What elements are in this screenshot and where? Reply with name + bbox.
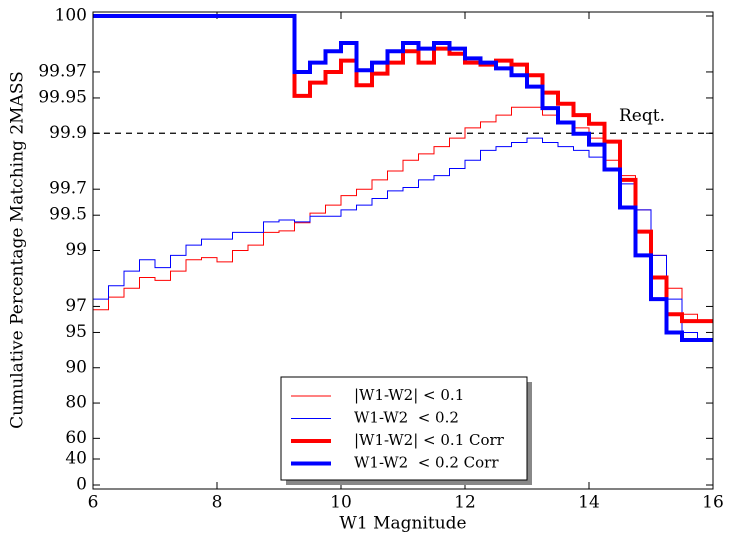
y-tick-label: 99.5 — [49, 205, 87, 225]
reference-label: Reqt. — [619, 106, 665, 126]
plot-frame — [92, 11, 714, 490]
x-axis-label: W1 Magnitude — [339, 514, 466, 534]
y-tick-label: 0 — [76, 475, 87, 495]
y-tick-label: 99.97 — [38, 61, 87, 81]
y-tick-label: 99.9 — [49, 123, 87, 143]
legend-label: W1-W2 < 0.2 — [354, 409, 459, 427]
x-tick-label: 6 — [88, 493, 99, 513]
y-tick-label: 100 — [55, 6, 87, 26]
y-tick-label: 99 — [65, 240, 87, 260]
legend-label: |W1-W2| < 0.1 — [354, 386, 464, 404]
y-tick-label: 97 — [65, 296, 87, 316]
y-tick-label: 90 — [65, 357, 87, 377]
y-axis-label: Cumulative Percentage Matching 2MASS — [8, 71, 28, 429]
y-tick-label: 80 — [65, 393, 87, 413]
y-tick-label: 99.95 — [38, 87, 87, 107]
y-tick-label: 99.7 — [49, 179, 87, 199]
x-tick-label: 10 — [330, 493, 352, 513]
x-tick-label: 8 — [212, 493, 223, 513]
legend-label: W1-W2 < 0.2 Corr — [354, 454, 499, 472]
y-tick-label: 40 — [65, 448, 87, 468]
x-tick-label: 12 — [454, 493, 476, 513]
y-tick-label: 95 — [65, 322, 87, 342]
legend-label: |W1-W2| < 0.1 Corr — [354, 431, 505, 449]
x-tick-label: 14 — [578, 493, 600, 513]
step-line — [93, 106, 713, 322]
step-line — [93, 14, 713, 343]
x-tick-label: 16 — [702, 493, 724, 513]
y-tick-label: 60 — [65, 428, 87, 448]
